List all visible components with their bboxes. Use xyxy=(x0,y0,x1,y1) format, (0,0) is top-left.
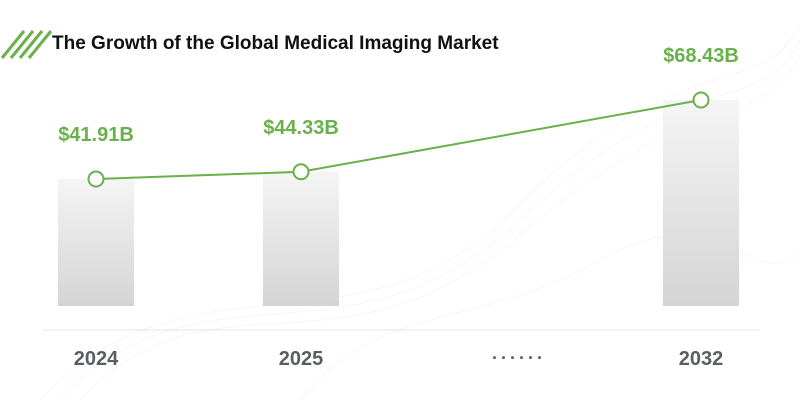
chart-title: The Growth of the Global Medical Imaging… xyxy=(52,33,499,54)
bar-2025 xyxy=(263,171,339,306)
data-label-2025: $44.33B xyxy=(263,117,339,139)
x-tick-2032: 2032 xyxy=(678,348,724,370)
bar-2024 xyxy=(58,179,134,306)
data-label-2032: $68.43B xyxy=(663,45,739,67)
bars-group xyxy=(58,100,739,306)
data-label-2024: $41.91B xyxy=(58,124,134,146)
x-tick-2025: 2025 xyxy=(278,348,324,370)
point-2025 xyxy=(292,163,310,181)
points-group xyxy=(87,91,710,188)
point-2032 xyxy=(692,91,710,109)
background-pattern xyxy=(39,24,800,400)
point-2024 xyxy=(87,170,105,188)
bar-2032 xyxy=(663,100,739,306)
x-gap-ellipsis: ...... xyxy=(491,343,546,363)
green-diagonal-stripes-icon xyxy=(0,30,53,59)
x-tick-2024: 2024 xyxy=(73,348,119,370)
data-labels-group: $41.91B $44.33B $68.43B xyxy=(58,45,739,146)
